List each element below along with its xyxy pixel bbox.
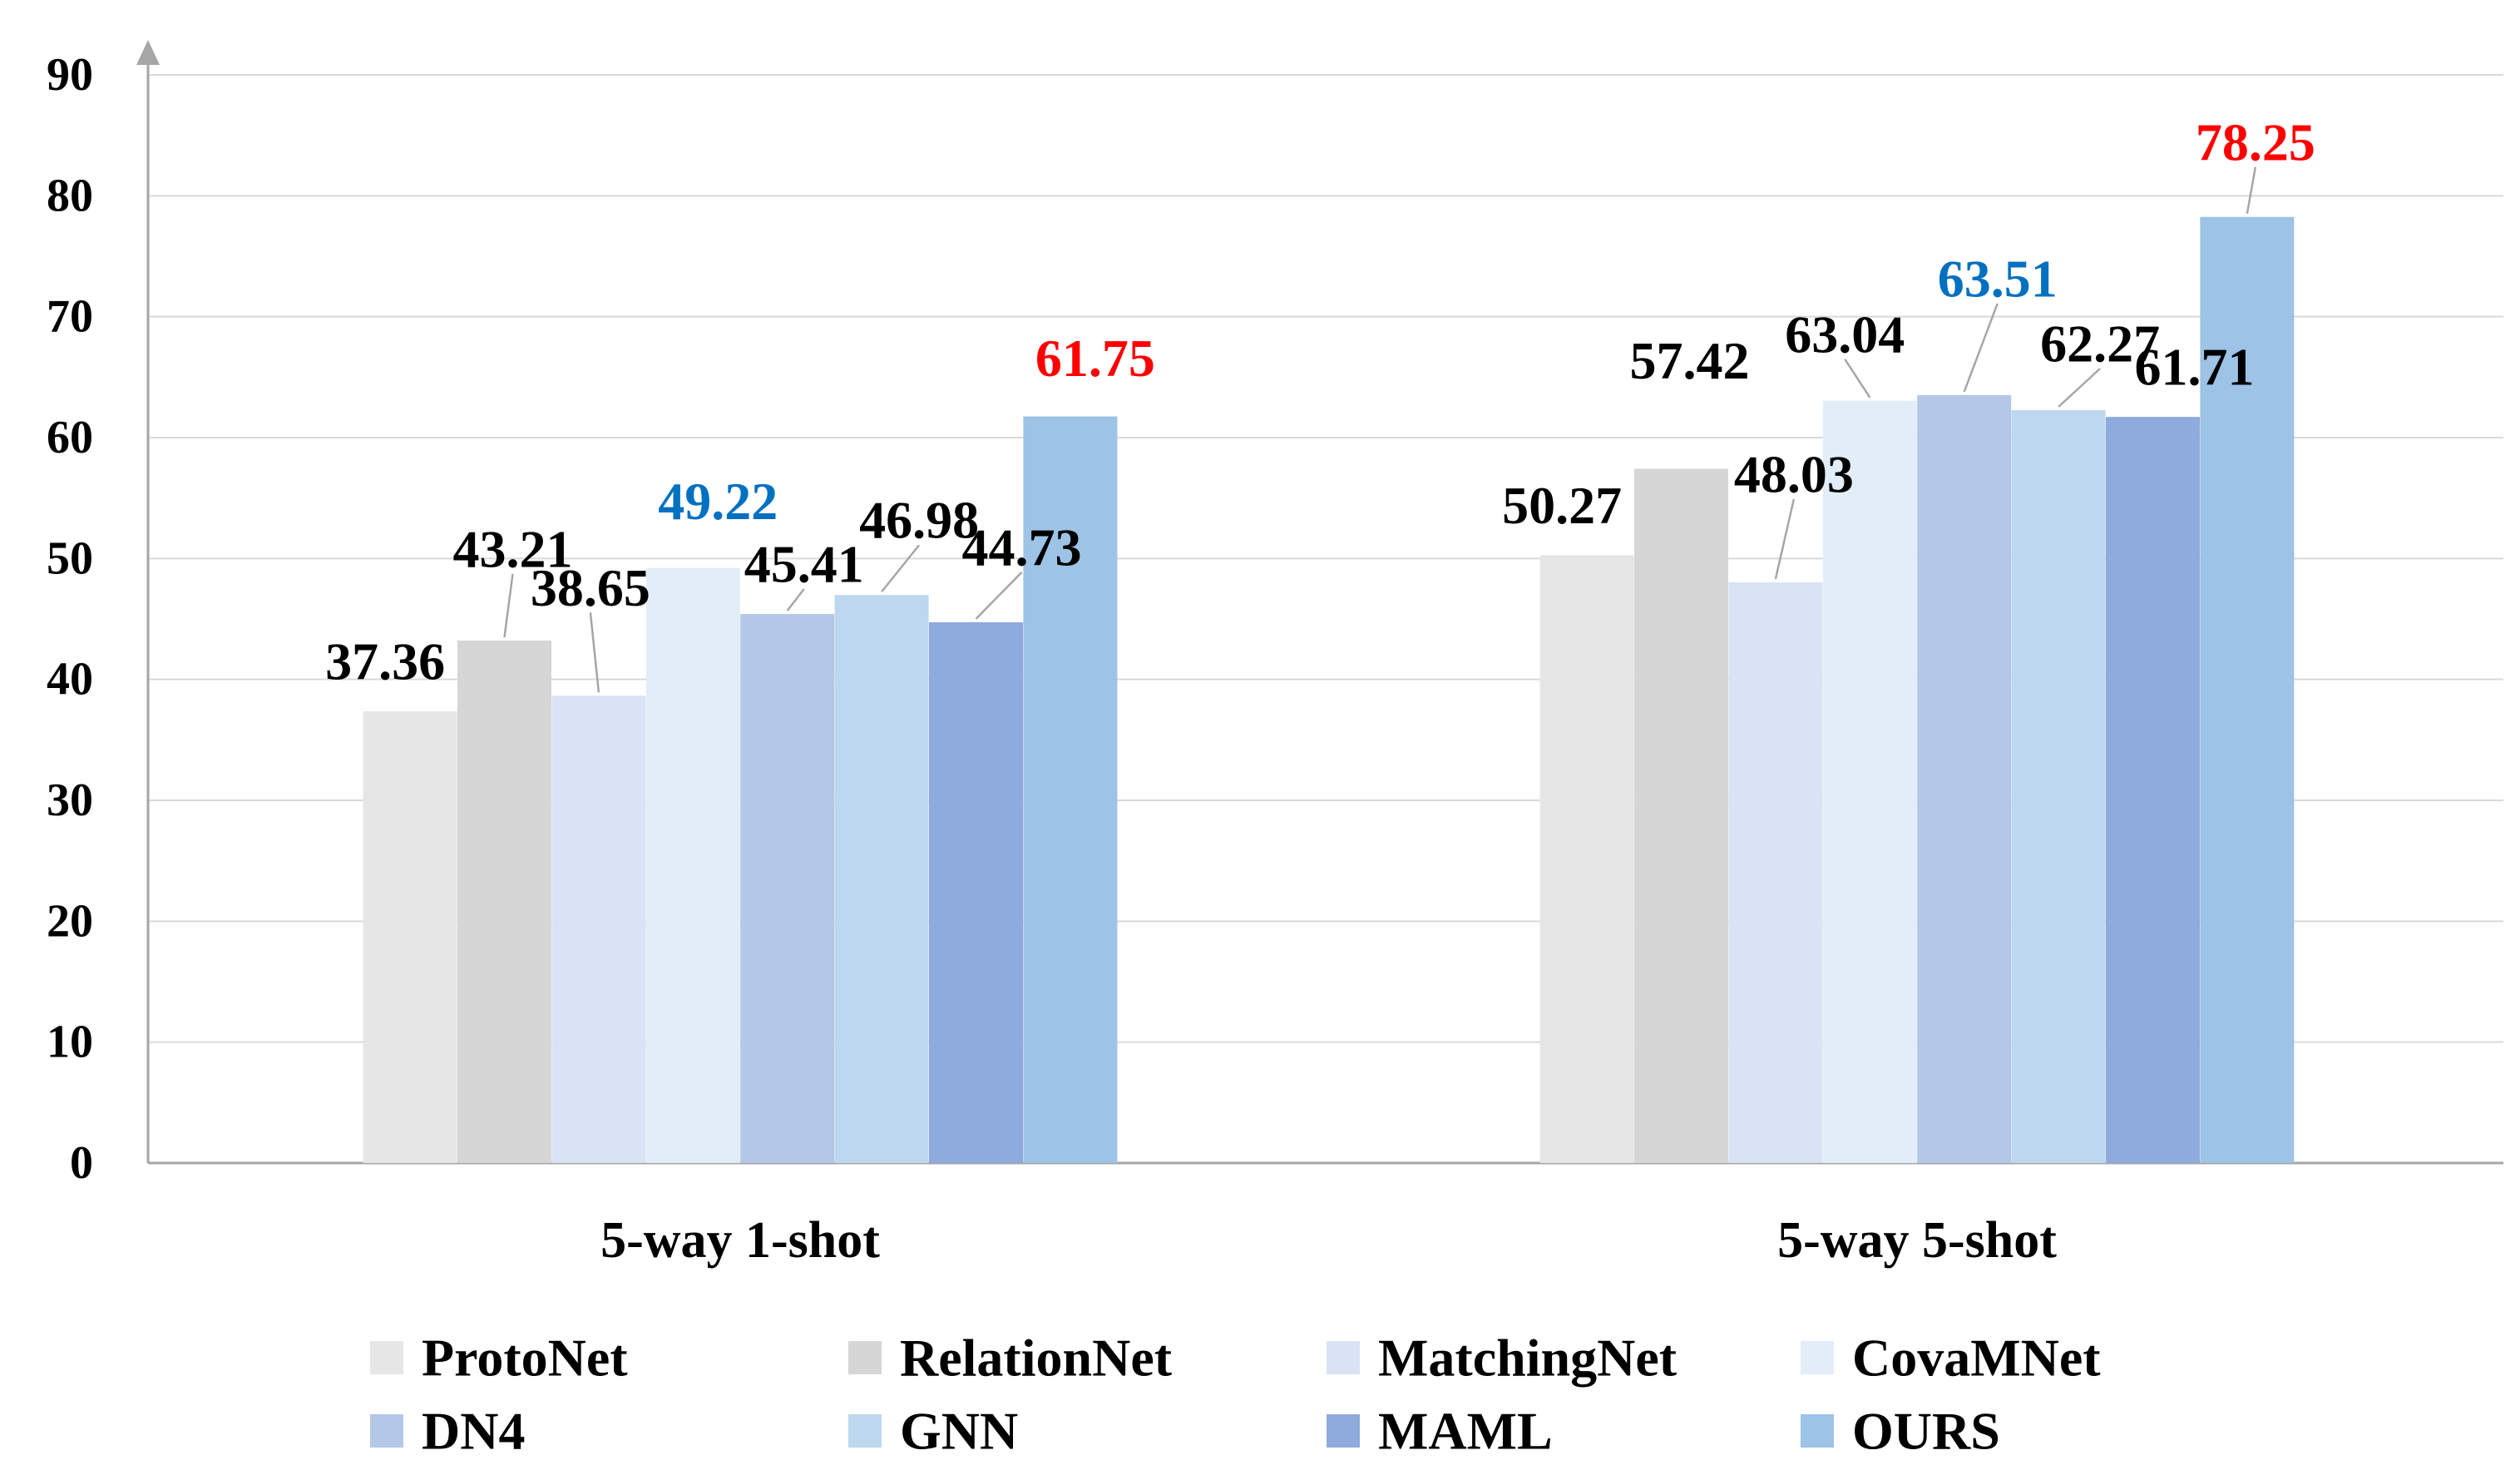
legend-item-dn4: DN4 bbox=[370, 1402, 525, 1461]
data-label-leader bbox=[1844, 359, 1871, 398]
bar-dn4-5-way-5-shot bbox=[1917, 394, 2012, 1163]
legend-label: DN4 bbox=[422, 1402, 525, 1461]
y-tick-label: 90 bbox=[47, 49, 93, 101]
data-label-ours: 61.75 bbox=[1035, 329, 1155, 388]
y-tick-label: 0 bbox=[70, 1137, 93, 1189]
x-category-label: 5-way 5-shot bbox=[1777, 1212, 2057, 1269]
bar-covamnet-5-way-5-shot bbox=[1822, 400, 1917, 1163]
legend-label: ProtoNet bbox=[422, 1329, 628, 1388]
data-label-protonet: 37.36 bbox=[325, 632, 445, 691]
legend-item-matchingnet: MatchingNet bbox=[1327, 1329, 1678, 1388]
data-label-leader bbox=[786, 588, 805, 611]
data-label-maml: 44.73 bbox=[962, 517, 1082, 577]
data-label-dn4: 45.41 bbox=[744, 535, 864, 594]
legend-item-protonet: ProtoNet bbox=[370, 1329, 628, 1388]
bar-matchingnet-5-way-5-shot bbox=[1728, 582, 1823, 1163]
legend-label: RelationNet bbox=[900, 1329, 1173, 1388]
legend-item-ours: OURS bbox=[1801, 1402, 2000, 1461]
y-tick-label: 10 bbox=[47, 1017, 93, 1068]
data-labels: 37.36 50.27 43.21 57.42 38.65 48.03 49.22 63.04… bbox=[325, 112, 2315, 693]
legend-swatch bbox=[370, 1341, 403, 1374]
legend-label: MatchingNet bbox=[1378, 1329, 1678, 1388]
legend-item-relationnet: RelationNet bbox=[848, 1329, 1173, 1388]
data-label-leader bbox=[589, 612, 600, 693]
bar-gnn-5-way-1-shot bbox=[834, 595, 929, 1163]
bar-maml-5-way-1-shot bbox=[929, 621, 1023, 1163]
data-label-protonet: 50.27 bbox=[1502, 476, 1622, 535]
x-category-label: 5-way 1-shot bbox=[600, 1212, 880, 1269]
data-label-covamnet: 63.04 bbox=[1785, 304, 1905, 364]
legend-swatch bbox=[1801, 1414, 1834, 1448]
bar-covamnet-5-way-1-shot bbox=[645, 567, 740, 1163]
legend-label: MAML bbox=[1378, 1402, 1553, 1461]
legend-item-gnn: GNN bbox=[848, 1402, 1018, 1461]
y-tick-label: 40 bbox=[47, 654, 93, 705]
legend-swatch bbox=[1801, 1341, 1834, 1374]
data-label-leader bbox=[1963, 303, 1999, 393]
legend-swatch bbox=[370, 1414, 403, 1448]
y-tick-label: 30 bbox=[47, 775, 93, 826]
bar-ours-5-way-5-shot bbox=[2200, 216, 2295, 1164]
bar-protonet-5-way-1-shot bbox=[363, 711, 457, 1163]
bar-ours-5-way-1-shot bbox=[1023, 416, 1118, 1164]
y-tick-label: 50 bbox=[47, 532, 93, 584]
legend-swatch bbox=[1327, 1414, 1360, 1448]
legend-item-covamnet: CovaMNet bbox=[1801, 1329, 2101, 1388]
y-tick-label: 20 bbox=[47, 895, 93, 947]
data-label-gnn: 62.27 bbox=[2040, 314, 2160, 374]
bar-relationnet-5-way-5-shot bbox=[1634, 468, 1728, 1163]
bar-matchingnet-5-way-1-shot bbox=[551, 695, 646, 1163]
data-label-gnn: 46.98 bbox=[859, 491, 979, 550]
data-label-leader bbox=[1774, 498, 1796, 580]
y-tick-label: 80 bbox=[47, 170, 93, 221]
legend-label: OURS bbox=[1852, 1402, 2000, 1461]
legend-swatch bbox=[848, 1414, 882, 1448]
data-label-matchingnet: 48.03 bbox=[1734, 444, 1854, 503]
bar-maml-5-way-5-shot bbox=[2106, 417, 2200, 1163]
legend-swatch bbox=[1327, 1341, 1360, 1374]
data-label-leader bbox=[2246, 166, 2257, 214]
legend-item-maml: MAML bbox=[1327, 1402, 1553, 1461]
data-label-relationnet: 57.42 bbox=[1630, 331, 1750, 390]
data-label-leader bbox=[2058, 368, 2101, 408]
data-label-dn4: 63.51 bbox=[1938, 249, 2058, 308]
y-tick-label: 60 bbox=[47, 412, 93, 463]
data-label-leader bbox=[975, 572, 1023, 620]
data-label-leader bbox=[881, 544, 921, 593]
bar-dn4-5-way-1-shot bbox=[740, 614, 835, 1163]
data-label-covamnet: 49.22 bbox=[658, 472, 778, 531]
bar-relationnet-5-way-1-shot bbox=[457, 641, 551, 1163]
legend-label: CovaMNet bbox=[1852, 1329, 2101, 1388]
legend-swatch bbox=[848, 1341, 882, 1374]
data-label-ours: 78.25 bbox=[2196, 112, 2315, 171]
y-axis-arrow-icon bbox=[136, 40, 160, 65]
data-label-relationnet: 43.21 bbox=[453, 520, 573, 579]
y-tick-label: 70 bbox=[47, 291, 93, 343]
data-label-maml: 61.71 bbox=[2135, 338, 2255, 397]
bar-gnn-5-way-5-shot bbox=[2011, 410, 2106, 1163]
legend: ProtoNet RelationNet MatchingNet CovaMNet DN… bbox=[370, 1329, 2101, 1461]
data-label-matchingnet: 38.65 bbox=[531, 558, 650, 617]
bar-protonet-5-way-5-shot bbox=[1539, 555, 1634, 1163]
bars bbox=[363, 216, 2295, 1164]
data-label-leader bbox=[503, 573, 514, 638]
legend-label: GNN bbox=[900, 1402, 1018, 1461]
